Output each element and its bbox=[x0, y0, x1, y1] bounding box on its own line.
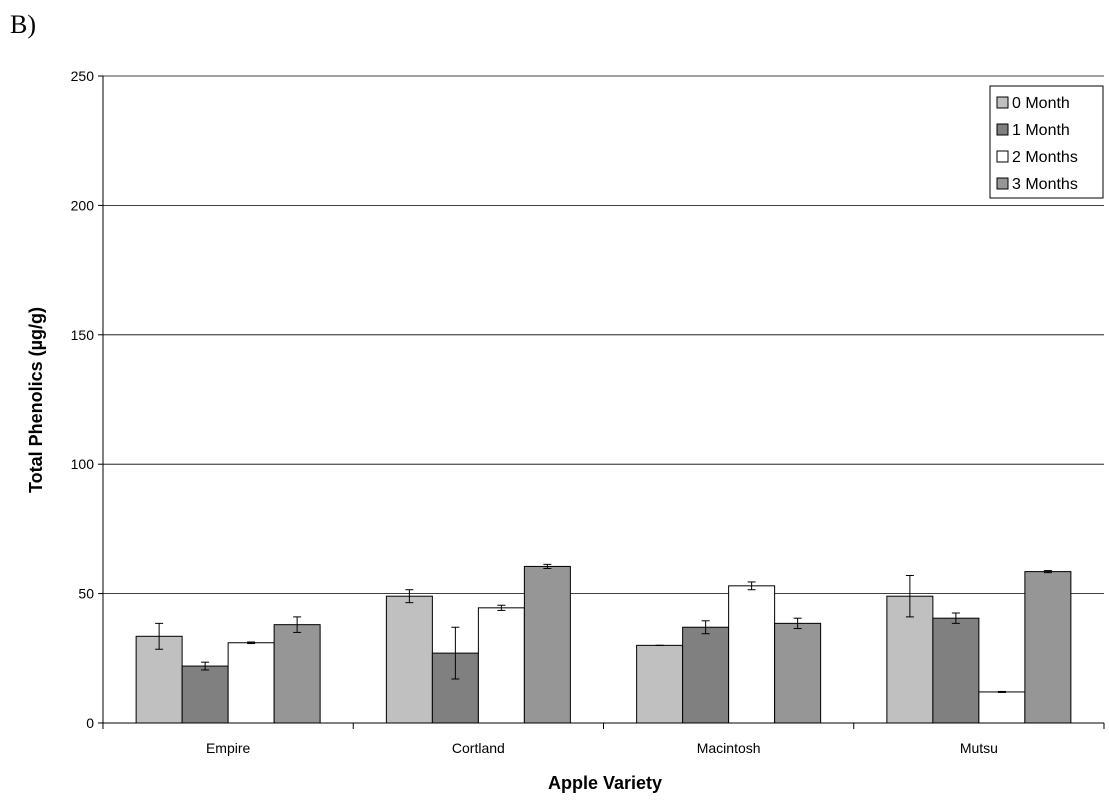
y-tick-label: 0 bbox=[86, 715, 94, 731]
legend-label: 1 Month bbox=[1012, 122, 1070, 139]
legend-label: 0 Month bbox=[1012, 95, 1070, 112]
y-tick-label: 250 bbox=[71, 68, 95, 84]
bar bbox=[181, 665, 229, 724]
bar bbox=[273, 624, 321, 724]
gridlines bbox=[103, 75, 1104, 594]
legend-swatch bbox=[996, 96, 1009, 109]
legend-label: 2 Months bbox=[1012, 149, 1078, 166]
y-ticks: 0 50 100 150 200 250 bbox=[71, 68, 103, 731]
x-tick-label: Empire bbox=[206, 740, 251, 756]
x-ticks: Empire Cortland Macintosh Mutsu bbox=[102, 723, 1105, 756]
y-tick-label: 100 bbox=[71, 456, 95, 472]
bar bbox=[774, 622, 822, 724]
bar bbox=[932, 617, 980, 724]
legend-swatch bbox=[996, 177, 1009, 190]
y-tick-label: 200 bbox=[71, 197, 95, 213]
y-tick-label: 150 bbox=[71, 327, 95, 343]
x-tick-label: Macintosh bbox=[697, 740, 761, 756]
legend-box bbox=[989, 85, 1104, 199]
bar bbox=[682, 626, 730, 724]
bars bbox=[135, 563, 1072, 724]
x-tick-label: Mutsu bbox=[960, 740, 998, 756]
legend: 0 Month 1 Month 2 Months 3 Months bbox=[989, 85, 1104, 199]
bar bbox=[477, 607, 525, 724]
y-tick-label: 50 bbox=[78, 586, 94, 602]
legend-label: 3 Months bbox=[1012, 176, 1078, 193]
panel-label: B) bbox=[10, 10, 36, 39]
x-axis-label: Apple Variety bbox=[548, 773, 662, 793]
legend-swatch bbox=[996, 150, 1009, 163]
bar bbox=[978, 691, 1026, 724]
bar bbox=[385, 595, 433, 724]
bar bbox=[227, 642, 275, 724]
bar bbox=[1024, 571, 1072, 724]
legend-swatch bbox=[996, 123, 1009, 136]
bar bbox=[728, 585, 776, 724]
bar bbox=[523, 565, 571, 724]
bar bbox=[636, 644, 684, 724]
bar bbox=[135, 635, 183, 724]
y-axis-label: Total Phenolics (µg/g) bbox=[26, 307, 46, 493]
x-tick-label: Cortland bbox=[452, 740, 505, 756]
